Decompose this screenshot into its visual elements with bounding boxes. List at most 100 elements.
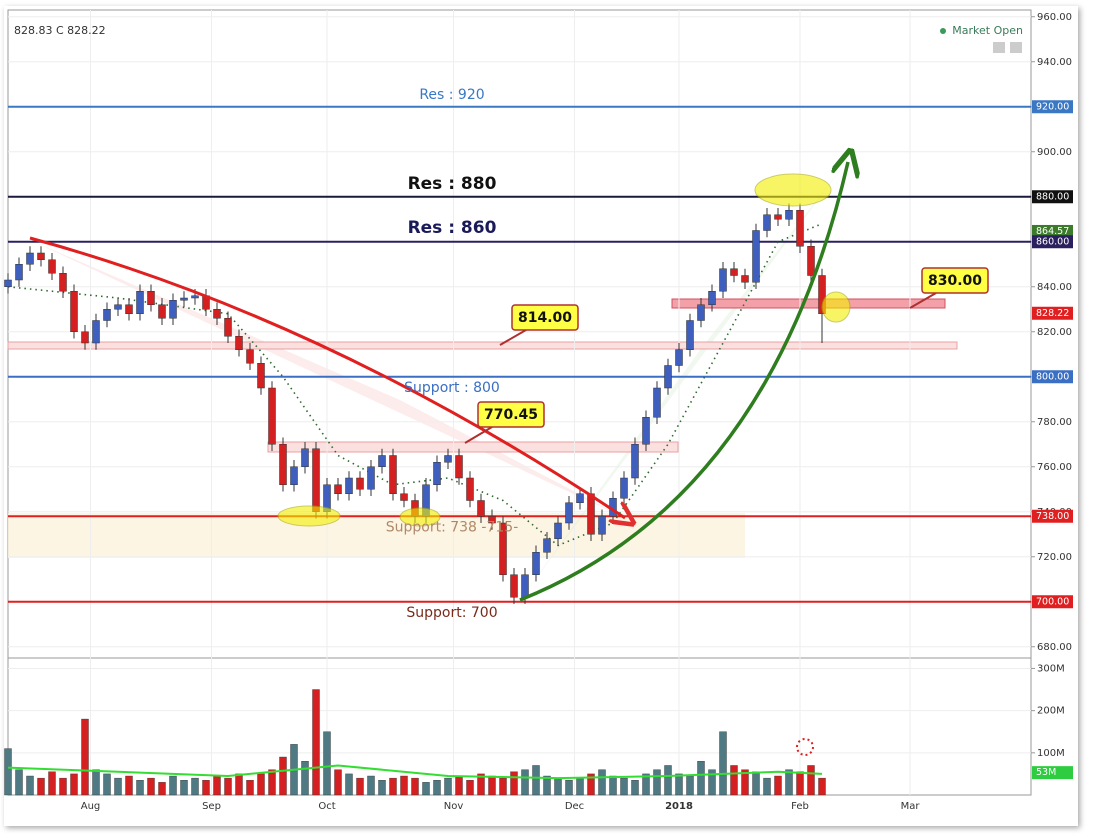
level-label: Support: 700: [406, 605, 497, 621]
volume-bar: [378, 780, 386, 796]
volume-bar: [664, 765, 672, 796]
price-tag: [1032, 595, 1073, 609]
candle-body: [587, 493, 595, 535]
candle-body: [576, 493, 584, 503]
volume-bar: [26, 775, 34, 796]
x-tick-label: Feb: [791, 801, 809, 812]
candle-body: [356, 477, 364, 490]
volume-bar: [4, 748, 12, 796]
level-label: Support: 738 -715-: [386, 519, 519, 535]
btn[interactable]: [993, 42, 1005, 53]
price-tag-label: 920.00: [1036, 101, 1069, 112]
price-tag: [1032, 224, 1073, 238]
candle-body: [389, 455, 397, 494]
volume-bar: [576, 777, 584, 796]
candle-body: [708, 291, 716, 305]
candle-body: [70, 291, 78, 332]
volume-bar: [587, 773, 595, 796]
candle-body: [367, 466, 375, 490]
y-tick-label: 300M: [1037, 663, 1065, 674]
candle-body: [268, 387, 276, 445]
volume-bar: [92, 769, 100, 796]
volume-bar: [114, 777, 122, 796]
candle-body: [257, 363, 265, 389]
volume-bar: [213, 775, 221, 796]
volume-bar: [389, 777, 397, 796]
volume-bar: [752, 771, 760, 796]
candle-body: [147, 291, 155, 305]
callout-box: [921, 267, 989, 294]
volume-bar: [642, 773, 650, 796]
volume-bar: [807, 765, 815, 796]
volume-bar: [785, 769, 793, 796]
candle-body: [642, 417, 650, 445]
candle-body: [246, 349, 254, 364]
candle-body: [103, 309, 111, 321]
candle-body: [125, 304, 133, 314]
price-tag: [1032, 509, 1073, 523]
candle-body: [763, 214, 771, 231]
candle-body: [279, 444, 287, 485]
volume-bar: [356, 777, 364, 796]
volume-bar: [323, 731, 331, 796]
candle-body: [785, 210, 793, 220]
candle-body: [719, 268, 727, 292]
callout-pointer: [499, 329, 527, 346]
volume-bar: [180, 780, 188, 796]
volume-bar: [70, 773, 78, 796]
candle-body: [774, 214, 782, 220]
volume-bar: [334, 769, 342, 796]
candle-body: [92, 320, 100, 344]
callout-pointer: [909, 292, 937, 309]
y-tick-label: 840.00: [1037, 282, 1072, 293]
volume-bar: [719, 731, 727, 796]
quote: 828.83 C 828.22: [14, 24, 106, 37]
volume-bar: [191, 777, 199, 796]
volume-bar: [543, 775, 551, 796]
volume-bar: [675, 773, 683, 796]
zone-814: [7, 341, 958, 350]
down-trend: [29, 236, 625, 518]
volume-bar: [59, 777, 67, 796]
candle-body: [136, 291, 144, 314]
x-tick-label: Sep: [202, 801, 221, 812]
volume-bar: [169, 775, 177, 796]
candle-body: [499, 522, 507, 575]
highlight: [277, 505, 341, 527]
volume-bar: [444, 777, 452, 796]
candle-body: [400, 493, 408, 501]
volume-bar: [818, 777, 826, 796]
candle-body: [81, 331, 89, 344]
volume-bar: [411, 777, 419, 796]
volume-bar: [301, 761, 309, 796]
volume-bar: [620, 777, 628, 796]
volume-bar: [510, 771, 518, 796]
uptrend-shade: [520, 160, 848, 600]
btn[interactable]: [1010, 42, 1022, 53]
candle-body: [554, 522, 562, 539]
price-tag: [1032, 190, 1073, 204]
candle-body: [521, 574, 529, 598]
volume-bar: [686, 775, 694, 796]
candle-body: [477, 500, 485, 517]
volume-bar: [554, 777, 562, 796]
candle-body: [114, 304, 122, 310]
candle-body: [488, 516, 496, 524]
x-tick-label: Nov: [444, 801, 464, 812]
callout-label: 830.00: [928, 273, 982, 289]
candle-body: [158, 304, 166, 319]
volume-bar: [345, 773, 353, 796]
zone-770: [267, 441, 679, 453]
candle-body: [213, 309, 221, 319]
candle-body: [444, 455, 452, 463]
candle-body: [378, 455, 386, 467]
candle-body: [532, 552, 540, 575]
candle-body: [818, 275, 826, 314]
candle-body: [290, 466, 298, 485]
price-tag: [1032, 235, 1073, 249]
candle-body: [653, 387, 661, 418]
price-tag: [1032, 306, 1073, 320]
y-tick-label: 940.00: [1037, 57, 1072, 68]
candle-body: [169, 300, 177, 319]
